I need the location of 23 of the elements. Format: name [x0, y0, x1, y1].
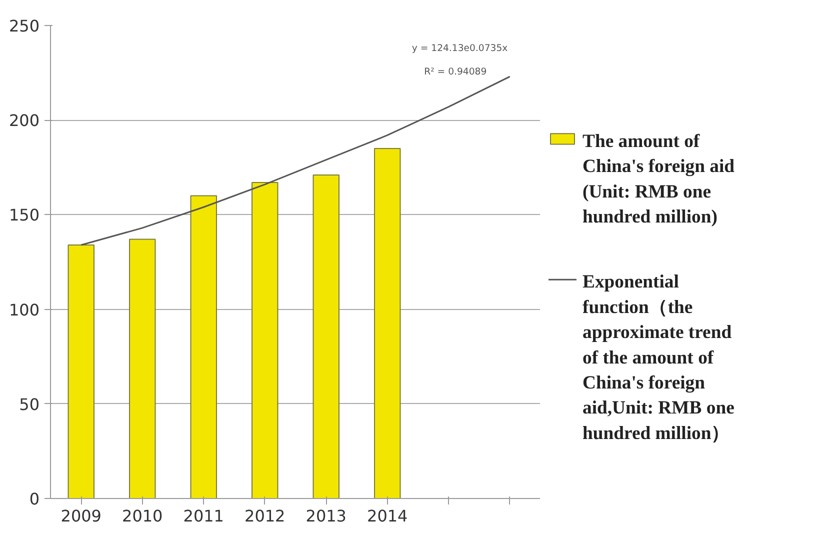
bar — [129, 238, 156, 498]
legend-label: The amount of China's foreign aid (Unit: RMB one hundred million) — [582, 131, 736, 228]
bar — [252, 182, 278, 498]
y-tick-label: 100 — [8, 300, 40, 320]
line-series — [80, 76, 511, 246]
y-tick-label: 50 — [19, 394, 40, 414]
annotation: y = 124.13e0.0735x — [412, 42, 508, 54]
y-tick-label: 0 — [29, 490, 40, 508]
y-tick-label: 200 — [8, 111, 40, 130]
bar — [312, 174, 340, 498]
bar — [68, 244, 94, 498]
x-tick-label: 2012 — [244, 506, 286, 526]
bar — [190, 195, 217, 498]
x-tick-label: 2014 — [367, 506, 408, 526]
x-tick-label: 2013 — [306, 506, 346, 526]
bar — [374, 148, 401, 498]
annotation: R² = 0.94089 — [424, 66, 487, 78]
x-tick-label: 2009 — [60, 506, 102, 526]
legend-label: Exponential function（the approximate trend of the amount of China's foreign aid,Unit: RMB one hundred million） — [582, 272, 734, 444]
y-tick-label: 250 — [8, 16, 40, 36]
x-tick-label: 2011 — [183, 506, 224, 526]
x-tick-label: 2010 — [122, 506, 163, 526]
y-tick-label: 150 — [8, 206, 40, 225]
